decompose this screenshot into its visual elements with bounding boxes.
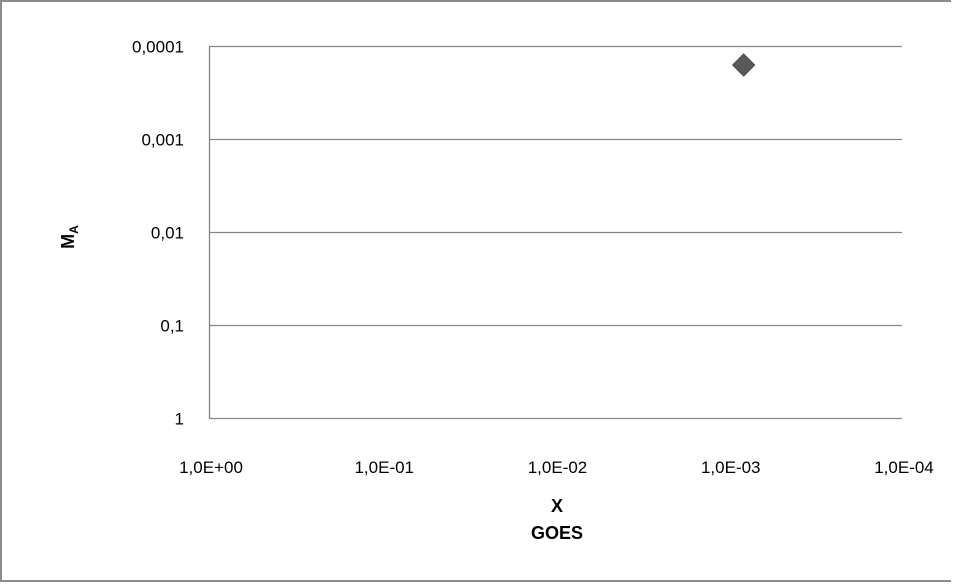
y-tick-label: 0,001 [141, 131, 184, 150]
gridlines [209, 45, 902, 327]
x-tick-label: 1,0E-02 [528, 458, 588, 477]
axes [208, 46, 902, 420]
x-axis-title: X [551, 496, 563, 516]
svg-text:MA: MA [58, 225, 81, 249]
y-axis-title-subscript: A [67, 225, 81, 234]
tick-labels: 1 0,1 0,01 0,001 0,0001 1,0E+00 1,0E-01 1,0E-02… [132, 38, 934, 478]
x-tick-label: 1,0E-03 [701, 458, 761, 477]
y-axis-title-main: M [58, 234, 78, 249]
y-tick-label: 1 [175, 410, 184, 429]
y-tick-label: 0,01 [151, 224, 184, 243]
y-tick-label: 0,0001 [132, 38, 184, 57]
y-axis-title: MA [58, 225, 81, 249]
x-tick-label: 1,0E-04 [874, 458, 934, 477]
x-tick-label: 1,0E+00 [179, 458, 243, 477]
x-axis-title-line2: GOES [531, 523, 583, 543]
data-point-diamond [731, 53, 756, 77]
x-tick-label: 1,0E-01 [354, 458, 414, 477]
data-points [731, 53, 756, 77]
y-tick-label: 0,1 [160, 317, 184, 336]
